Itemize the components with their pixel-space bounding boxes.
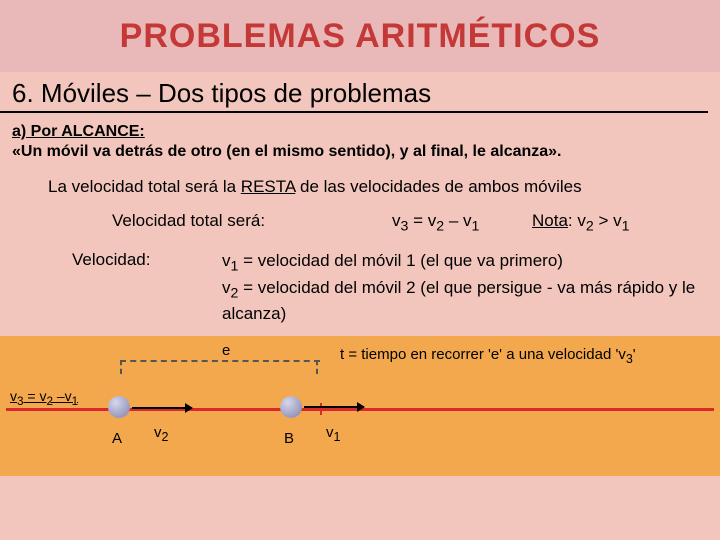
nota-label: Nota [532,211,568,230]
distance-bracket [120,360,320,376]
velocity-total-label: Velocidad total será: [112,211,392,234]
label-a: A [112,430,122,447]
distance-e-label: e [222,342,230,359]
slide-header: PROBLEMAS ARITMÉTICOS [0,0,720,72]
label-v1: v1 [326,424,340,444]
text-underline: RESTA [241,177,295,196]
nota: Nota: v2 > v1 [532,211,630,234]
explanation-line: La velocidad total será la RESTA de las … [48,177,708,197]
subsection-a: a) Por ALCANCE: [12,123,708,141]
v1-def: v1 = velocidad del móvil 1 (el que va pr… [222,250,708,277]
mobile-a-circle [108,396,130,418]
arrow-b [304,406,364,408]
v3-formula: v3 = v2 –v1 [10,388,78,408]
label-v2: v2 [154,424,168,444]
text: de las velocidades de ambos móviles [295,177,581,196]
subsection-desc: «Un móvil va detrás de otro (en el mismo… [12,143,708,161]
velocity-formula: v3 = v2 – v1 [392,211,532,234]
velocity-formula-row: Velocidad total será: v3 = v2 – v1 Nota:… [112,211,708,234]
text: La velocidad total será la [48,177,241,196]
slide-content: 6. Móviles – Dos tipos de problemas a) P… [0,72,720,326]
velocity-label: Velocidad: [72,250,222,326]
slide-title: PROBLEMAS ARITMÉTICOS [120,17,601,56]
arrow-a [132,407,192,409]
time-label: t = tiempo en recorrer 'e' a una velocid… [340,346,636,366]
v2-def: v2 = velocidad del móvil 2 (el que persi… [222,277,708,326]
motion-diagram: e t = tiempo en recorrer 'e' a una veloc… [0,336,720,476]
section-title: 6. Móviles – Dos tipos de problemas [0,78,708,113]
mobile-b-circle [280,396,302,418]
velocity-def-list: v1 = velocidad del móvil 1 (el que va pr… [222,250,708,326]
tick-b [320,403,322,415]
label-b: B [284,430,294,447]
velocity-definitions: Velocidad: v1 = velocidad del móvil 1 (e… [72,250,708,326]
nota-rest: : v2 > v1 [568,211,630,230]
